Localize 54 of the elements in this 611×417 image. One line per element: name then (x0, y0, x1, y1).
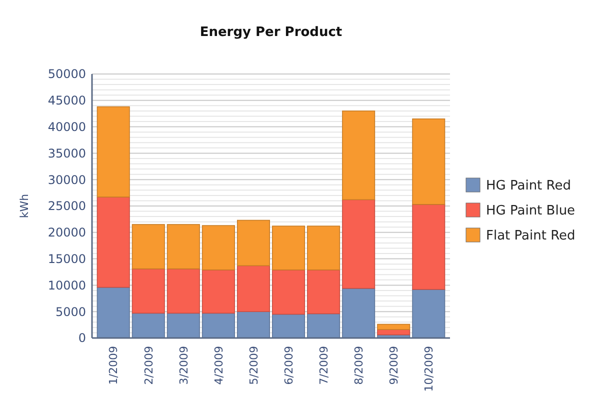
y-tick-label: 30000 (48, 172, 86, 187)
bar (132, 224, 165, 270)
x-tick-label: 6/2009 (282, 346, 296, 385)
bar (272, 314, 306, 338)
legend-label: HG Paint Red (486, 178, 571, 194)
x-tick-label: 4/2009 (212, 346, 226, 385)
y-tick-label: 20000 (48, 226, 86, 240)
bar (96, 196, 130, 288)
y-tick-label: 5000 (55, 304, 86, 319)
bar (307, 226, 340, 270)
x-tick-label: 8/2009 (352, 346, 366, 385)
y-tick-label: 45000 (48, 94, 86, 108)
bar (412, 118, 446, 205)
bar (202, 225, 235, 270)
bar (272, 226, 306, 270)
chart-title: Energy Per Product (200, 25, 342, 40)
bar (202, 312, 235, 338)
bar (272, 269, 306, 315)
bar (412, 289, 446, 338)
y-tick-label: 50000 (48, 67, 86, 82)
bar (96, 286, 130, 338)
bar (342, 199, 376, 289)
x-tick-label: 2/2009 (142, 346, 156, 385)
bar (96, 106, 130, 198)
bar (166, 224, 200, 270)
legend-label: Flat Paint Red (486, 228, 576, 244)
legend-label: HG Paint Blue (486, 204, 576, 219)
bar (377, 324, 410, 330)
bar (307, 269, 340, 314)
bar (342, 288, 376, 338)
x-tick-label: 10/2009 (422, 346, 436, 392)
x-tick-label: 9/2009 (387, 346, 400, 385)
x-tick-label: 3/2009 (177, 346, 190, 385)
bar (236, 311, 270, 338)
x-tick-label: 5/2009 (247, 346, 260, 385)
bar (202, 269, 235, 314)
x-tick-label: 1/2009 (107, 346, 120, 385)
x-tick-label: 7/2009 (317, 346, 330, 385)
y-tick-label: 15000 (48, 252, 86, 266)
bar (132, 268, 165, 314)
bar (236, 220, 270, 266)
y-tick-label: 10000 (48, 278, 86, 292)
y-axis-title: kWh (18, 194, 31, 218)
bar (236, 265, 270, 312)
bar (166, 268, 200, 314)
bar (307, 313, 340, 338)
y-tick-label: 40000 (48, 120, 86, 134)
bar (342, 110, 376, 200)
bar (412, 204, 446, 290)
y-tick-label: 35000 (48, 146, 86, 160)
y-tick-label: 0 (78, 331, 86, 346)
bar (166, 312, 200, 338)
y-tick-label: 25000 (48, 199, 86, 214)
bar (132, 312, 165, 338)
